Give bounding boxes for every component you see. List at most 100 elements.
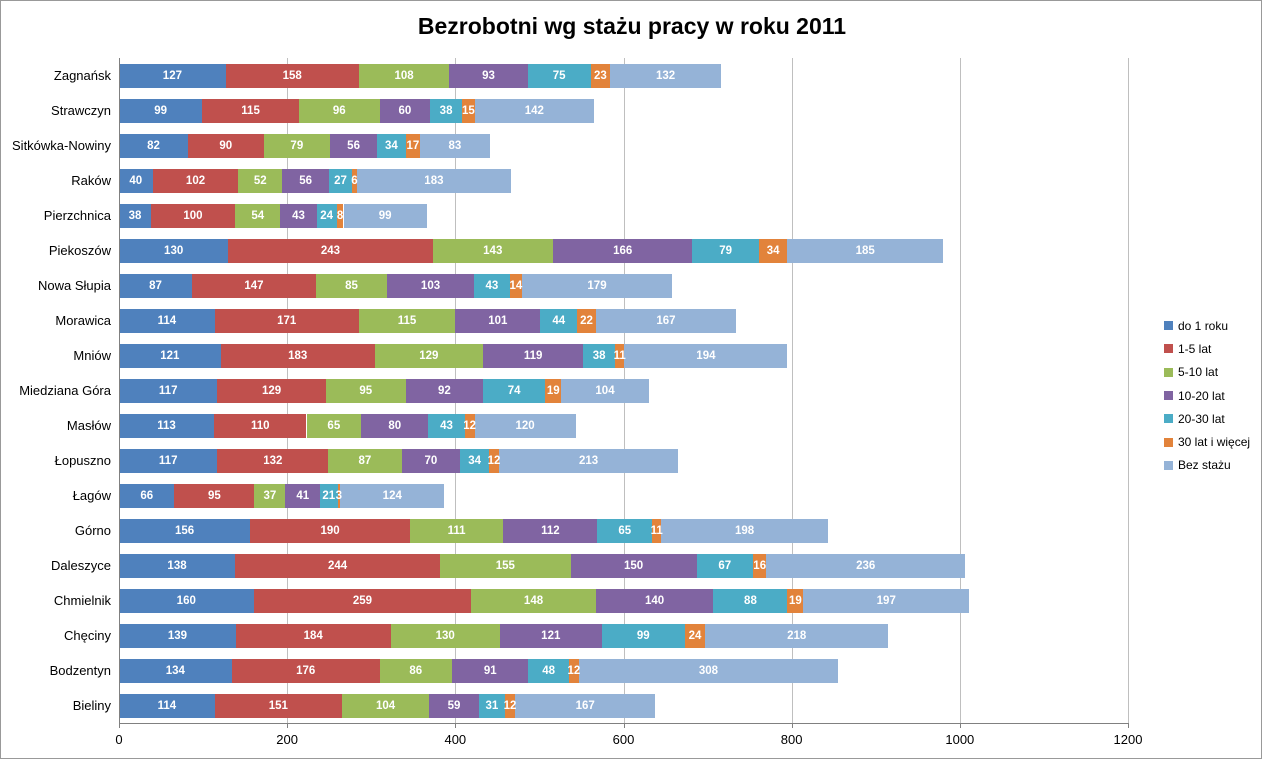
bar-segment[interactable] [315,273,388,298]
bar-segment[interactable] [652,518,662,543]
bar-segment[interactable] [351,168,357,193]
bar-segment[interactable] [787,588,804,613]
bar-segment[interactable] [478,693,505,718]
bar-segment[interactable] [432,238,553,263]
bar-segment[interactable] [429,693,479,718]
bar-segment[interactable] [214,413,307,438]
bar-segment[interactable] [473,273,510,298]
bar-segment[interactable] [119,658,232,683]
bar-segment[interactable] [692,238,759,263]
bar-segment[interactable] [624,343,788,368]
bar-segment[interactable] [192,273,316,298]
bar-segment[interactable] [440,553,571,578]
bar-segment[interactable] [330,133,378,158]
bar-segment[interactable] [152,168,239,193]
bar-segment[interactable] [462,98,475,123]
bar-segment[interactable] [119,483,175,508]
bar-segment[interactable] [119,133,188,158]
bar-segment[interactable] [561,378,649,403]
bar-segment[interactable] [504,693,516,718]
bar-segment[interactable] [568,658,579,683]
bar-segment[interactable] [515,693,656,718]
bar-segment[interactable] [282,168,330,193]
bar-segment[interactable] [235,623,391,648]
bar-segment[interactable] [337,483,341,508]
bar-segment[interactable] [119,693,215,718]
bar-segment[interactable] [610,63,722,88]
bar-segment[interactable] [595,308,737,333]
bar-segment[interactable] [254,483,286,508]
bar-segment[interactable] [119,378,218,403]
bar-segment[interactable] [803,588,970,613]
bar-segment[interactable] [409,518,504,543]
legend-item[interactable]: Bez stażu [1158,454,1260,477]
bar-segment[interactable] [471,588,596,613]
bar-segment[interactable] [570,553,697,578]
bar-segment[interactable] [460,448,489,473]
bar-segment[interactable] [428,413,465,438]
bar-segment[interactable] [298,98,380,123]
bar-segment[interactable] [119,448,218,473]
bar-segment[interactable] [119,238,229,263]
bar-segment[interactable] [713,588,788,613]
bar-segment[interactable] [405,378,484,403]
bar-segment[interactable] [521,273,673,298]
bar-segment[interactable] [119,168,153,193]
bar-segment[interactable] [455,308,541,333]
bar-segment[interactable] [595,588,714,613]
bar-segment[interactable] [119,553,236,578]
bar-segment[interactable] [390,623,500,648]
bar-segment[interactable] [253,588,472,613]
bar-segment[interactable] [119,203,151,228]
bar-segment[interactable] [597,518,653,543]
bar-segment[interactable] [474,98,595,123]
bar-segment[interactable] [329,168,352,193]
bar-segment[interactable] [430,98,463,123]
bar-segment[interactable] [356,168,511,193]
legend-item[interactable]: 5-10 lat [1158,361,1260,384]
bar-segment[interactable] [752,553,767,578]
bar-segment[interactable] [231,658,380,683]
bar-segment[interactable] [758,238,788,263]
bar-segment[interactable] [263,133,331,158]
bar-segment[interactable] [503,518,598,543]
bar-segment[interactable] [540,308,578,333]
bar-segment[interactable] [552,238,693,263]
bar-segment[interactable] [202,98,299,123]
bar-segment[interactable] [235,553,441,578]
bar-segment[interactable] [150,203,236,228]
bar-segment[interactable] [661,518,828,543]
bar-segment[interactable] [214,693,342,718]
bar-segment[interactable] [374,343,484,368]
bar-segment[interactable] [483,343,584,368]
bar-segment[interactable] [358,308,456,333]
bar-segment[interactable] [387,273,474,298]
bar-segment[interactable] [174,483,255,508]
bar-segment[interactable] [361,413,429,438]
bar-segment[interactable] [577,308,596,333]
bar-segment[interactable] [220,343,375,368]
bar-segment[interactable] [684,623,706,648]
legend-item[interactable]: 20-30 lat [1158,407,1260,430]
bar-segment[interactable] [464,413,475,438]
bar-segment[interactable] [401,448,461,473]
legend-item[interactable]: do 1 roku [1158,314,1260,337]
bar-segment[interactable] [119,98,203,123]
bar-segment[interactable] [187,133,264,158]
bar-segment[interactable] [306,413,362,438]
bar-segment[interactable] [217,378,326,403]
bar-segment[interactable] [379,658,452,683]
bar-segment[interactable] [119,63,226,88]
bar-segment[interactable] [225,63,359,88]
bar-segment[interactable] [250,518,410,543]
bar-segment[interactable] [527,63,591,88]
bar-segment[interactable] [235,203,281,228]
bar-segment[interactable] [217,448,329,473]
bar-segment[interactable] [228,238,433,263]
bar-segment[interactable] [214,308,359,333]
bar-segment[interactable] [119,413,214,438]
bar-segment[interactable] [343,203,427,228]
bar-segment[interactable] [705,623,889,648]
bar-segment[interactable] [615,343,625,368]
bar-segment[interactable] [545,378,562,403]
